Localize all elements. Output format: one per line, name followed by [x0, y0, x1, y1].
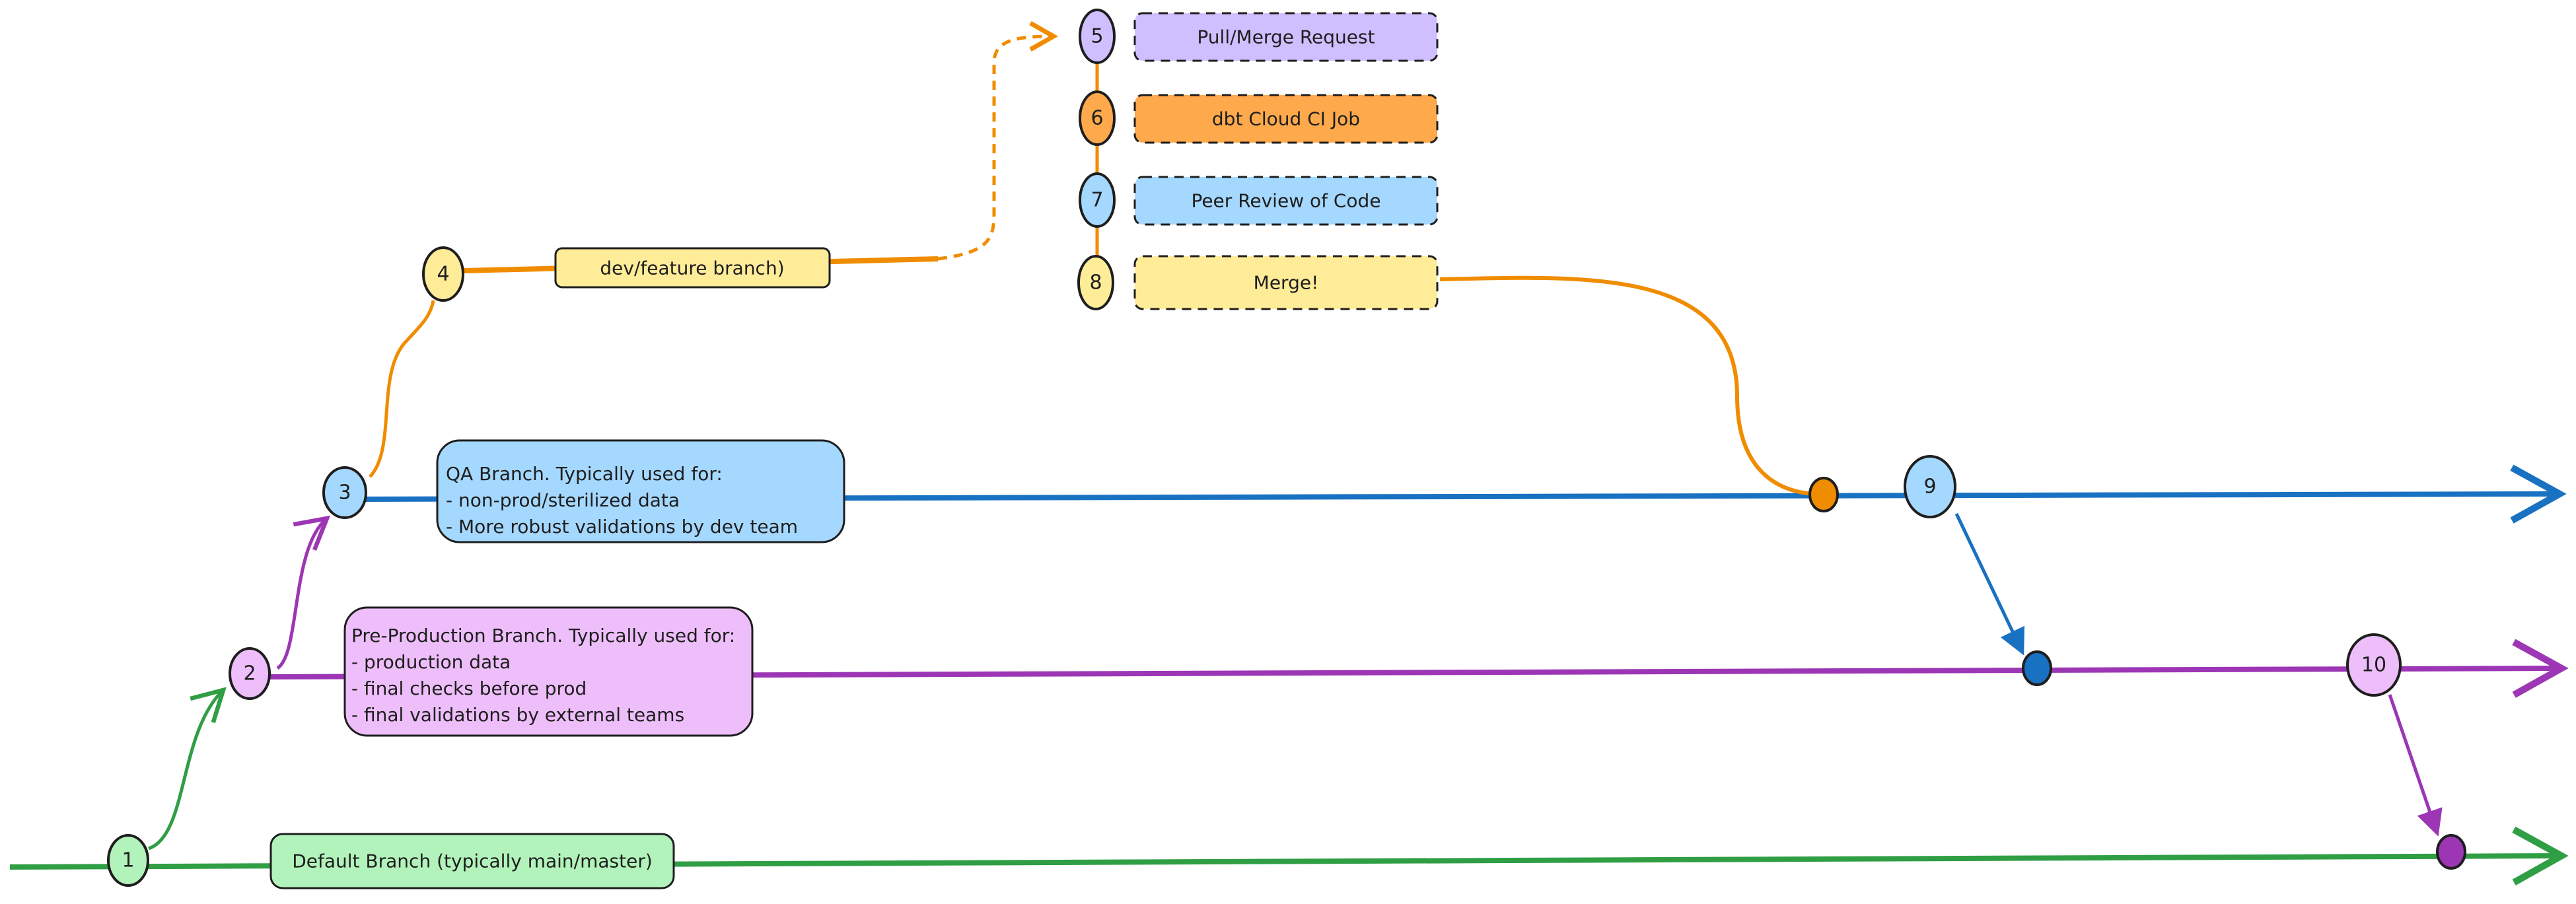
step-label: Pull/Merge Request	[1197, 26, 1375, 48]
commit-node-7: 7	[1079, 172, 1116, 228]
commit-node-8: 8	[1077, 255, 1114, 310]
default-branch-box: Default Branch (typically main/master)	[269, 833, 675, 889]
feature-branch-box: dev/feature branch)	[554, 247, 831, 289]
feature-branch-label: dev/feature branch)	[600, 258, 784, 279]
step-merge: Merge!	[1133, 255, 1439, 310]
preprod-to-qa-connector	[276, 515, 331, 670]
svg-text:3: 3	[338, 481, 351, 504]
step-label: Peer Review of Code	[1191, 190, 1380, 212]
step-ci-job: dbt Cloud CI Job	[1133, 94, 1439, 144]
merge-point-preprod	[2022, 650, 2052, 686]
step-pull-request: Pull/Merge Request	[1133, 12, 1439, 62]
svg-text:10: 10	[2361, 654, 2386, 677]
step-peer-review: Peer Review of Code	[1133, 176, 1439, 226]
commit-node-10: 10	[2346, 633, 2402, 697]
merge-to-qa-connector	[1439, 275, 1814, 496]
commit-node-6: 6	[1079, 90, 1116, 146]
merge-point-default	[2436, 834, 2466, 870]
qa-line: QA Branch. Typically used for:	[446, 463, 723, 485]
commit-node-5: 5	[1079, 9, 1116, 64]
commit-node-1: 1	[107, 834, 149, 887]
qa-line: - More robust validations by dev team	[446, 516, 798, 538]
merge-point-qa	[1808, 477, 1839, 512]
preprod-to-default-merge-arrow	[2388, 694, 2443, 837]
svg-text:1: 1	[122, 849, 134, 872]
commit-node-3: 3	[322, 466, 367, 519]
qa-to-preprod-merge-arrow	[1954, 512, 2025, 656]
preprod-line: Pre-Production Branch. Typically used fo…	[351, 625, 735, 646]
step-label: Merge!	[1254, 272, 1319, 294]
svg-text:7: 7	[1091, 189, 1103, 212]
commit-node-4: 4	[422, 246, 464, 302]
svg-text:9: 9	[1923, 475, 1936, 499]
preprod-line: - final validations by external teams	[351, 704, 684, 726]
svg-text:6: 6	[1091, 107, 1103, 130]
svg-text:4: 4	[437, 263, 449, 286]
default-to-preprod-connector	[148, 687, 227, 851]
svg-text:8: 8	[1089, 271, 1102, 295]
commit-node-2: 2	[229, 647, 271, 700]
feature-to-pr-dashed-arrow	[937, 20, 1059, 261]
default-branch-label: Default Branch (typically main/master)	[292, 851, 653, 872]
preprod-line: - final checks before prod	[351, 678, 587, 699]
step-label: dbt Cloud CI Job	[1212, 108, 1360, 130]
qa-line: - non-prod/sterilized data	[446, 489, 680, 511]
commit-node-9: 9	[1904, 455, 1956, 518]
preprod-branch-box: Pre-Production Branch. Typically used fo…	[343, 606, 754, 737]
preprod-line: - production data	[351, 651, 511, 673]
svg-text:2: 2	[243, 662, 256, 685]
qa-branch-box: QA Branch. Typically used for: - non-pro…	[436, 439, 845, 543]
svg-text:5: 5	[1091, 25, 1103, 48]
qa-to-feature-connector	[369, 300, 435, 478]
